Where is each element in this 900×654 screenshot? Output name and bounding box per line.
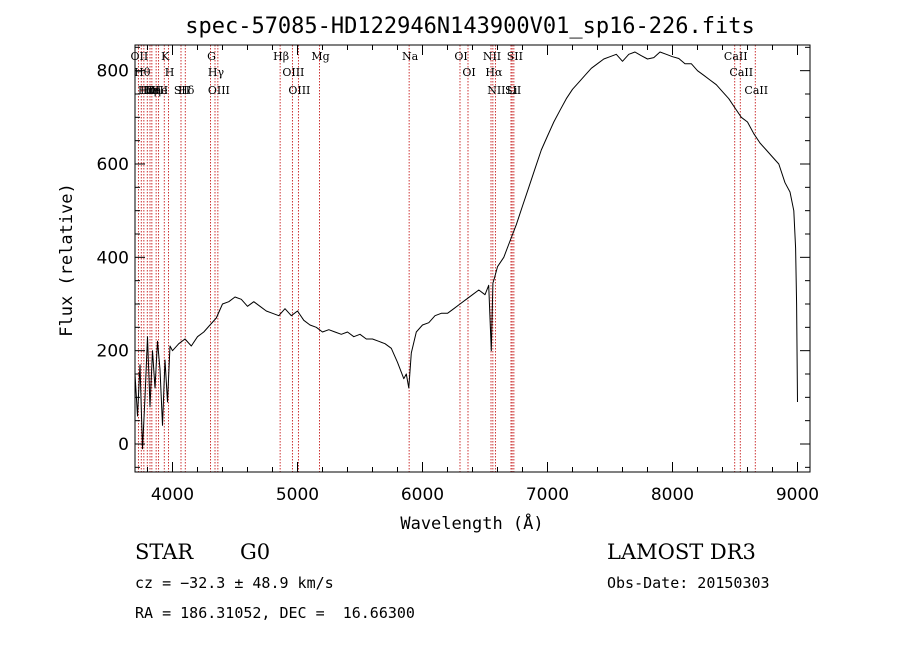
obs-date-text: Obs-Date: 20150303 bbox=[607, 574, 770, 592]
plot-frame bbox=[134, 44, 811, 473]
x-tick-label-0: 4000 bbox=[151, 485, 194, 505]
line-marker-label-12: G bbox=[207, 50, 216, 63]
line-marker-label-10: SII bbox=[174, 84, 190, 97]
line-marker-label-3: Hη bbox=[140, 84, 156, 97]
line-marker-label-19: Na bbox=[402, 50, 419, 63]
coords-text: RA = 186.31052, DEC = 16.66300 bbox=[135, 604, 415, 622]
y-tick-label-4: 800 bbox=[97, 62, 129, 82]
line-markers-group bbox=[137, 45, 756, 472]
line-marker-label-4: He bbox=[143, 84, 159, 97]
x-tick-label-1: 5000 bbox=[276, 485, 319, 505]
y-tick-label-0: 0 bbox=[118, 435, 129, 455]
line-marker-label-14: OIII bbox=[208, 84, 230, 97]
line-marker-label-6: OIII bbox=[146, 84, 168, 97]
x-tick-label-5: 9000 bbox=[776, 485, 819, 505]
line-marker-label-29: CaII bbox=[729, 66, 753, 79]
line-marker-label-9: H bbox=[165, 66, 175, 79]
line-marker-label-8: K bbox=[161, 50, 170, 63]
line-marker-label-26: SII bbox=[505, 84, 521, 97]
line-marker-label-17: OIII bbox=[288, 84, 310, 97]
line-marker-label-23: Hα bbox=[485, 66, 503, 79]
object-class: STAR bbox=[135, 540, 194, 564]
survey-name: LAMOST DR3 bbox=[607, 540, 756, 564]
line-marker-label-18: Mg bbox=[311, 50, 329, 63]
line-marker-label-0: OII bbox=[131, 50, 149, 63]
line-marker-label-2: Hι bbox=[138, 84, 152, 97]
line-marker-label-28: CaII bbox=[724, 50, 748, 63]
x-tick-label-3: 7000 bbox=[526, 485, 569, 505]
line-marker-label-11: Hδ bbox=[178, 84, 195, 97]
line-marker-label-25: Li bbox=[507, 84, 518, 97]
x-tick-label-2: 6000 bbox=[401, 485, 444, 505]
y-tick-label-3: 600 bbox=[97, 155, 129, 175]
line-marker-label-21: OI bbox=[462, 66, 475, 79]
chart-title: spec-57085-HD122946N143900V01_sp16-226.f… bbox=[185, 14, 755, 39]
object-subclass: G0 bbox=[240, 540, 271, 564]
axis-ticks-group: 4000 5000 6000 7000 8000 9000 0 200 400 600 800 bbox=[97, 45, 819, 505]
spectrum-series-group bbox=[134, 51, 798, 450]
y-axis-label: Flux (relative) bbox=[57, 183, 77, 337]
line-marker-label-30: CaII bbox=[744, 84, 768, 97]
line-marker-label-22: NII bbox=[483, 50, 501, 63]
redshift-text: cz = −32.3 ± 48.9 km/s bbox=[135, 574, 334, 592]
line-marker-label-15: Hβ bbox=[273, 50, 289, 63]
line-marker-label-20: OI bbox=[454, 50, 467, 63]
y-tick-label-2: 400 bbox=[97, 248, 129, 268]
line-marker-label-27: SII bbox=[507, 50, 523, 63]
x-tick-label-4: 8000 bbox=[651, 485, 694, 505]
line-marker-label-13: Hγ bbox=[208, 66, 225, 79]
x-axis-label: Wavelength (Å) bbox=[400, 512, 543, 534]
y-tick-label-1: 200 bbox=[97, 342, 129, 362]
spectrum-line-0 bbox=[134, 51, 798, 450]
line-marker-label-5: Hη bbox=[145, 84, 161, 97]
line-marker-label-16: OIII bbox=[282, 66, 304, 79]
line-marker-label-1: Hθ bbox=[134, 66, 151, 79]
line-marker-label-24: NII bbox=[487, 84, 505, 97]
line-marker-label-7: He bbox=[152, 84, 168, 97]
